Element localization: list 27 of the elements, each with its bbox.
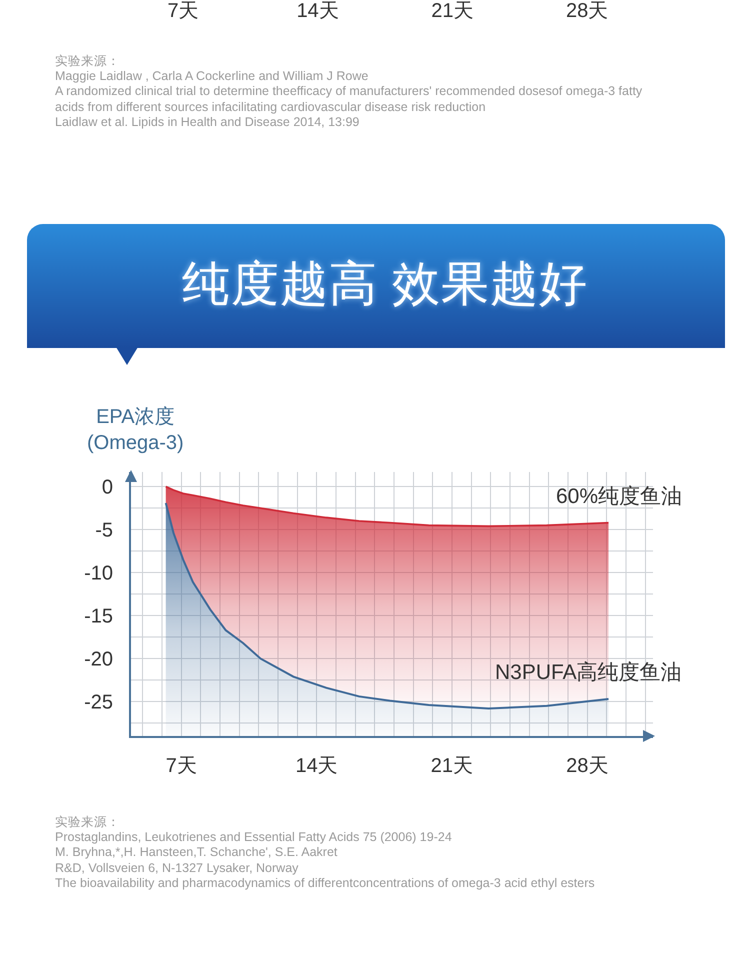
text: A randomized clinical trial to determine theefficacy of manufacturers' recommended dosesof omega-3 fatty acids from different sources infacilitating cardiovascular disease risk reduction [55,84,644,115]
text: R&D, Vollsveien 6, N-1327 Lysaker, Norway [55,860,300,876]
y-tick-label: -20 [84,648,113,671]
x-tick-label: 14天 [295,755,338,777]
y-tick-label: -25 [84,692,113,714]
text: 21天 [431,0,474,22]
text: Laidlaw et al. Lipids in Health and Disease 2014, 13:99 [55,114,360,130]
series-label: 60%纯度鱼油 [556,485,682,508]
y-tick-label: -15 [84,606,113,628]
text: 14天 [296,0,339,22]
y-tick-label: 0 [102,476,113,499]
y-tick-label: -5 [95,520,113,542]
text: M. Bryhna,*,H. Hansteen,T. Schanche', S.E. Aakret [55,845,338,861]
y-axis-title: EPA浓度 (Omega-3) [87,406,184,454]
text: Prostaglandins, Leukotrienes and Essential Fatty Acids 75 (2006) 19-24 [55,830,453,846]
text: 28天 [566,0,608,22]
text: 实验来源： [55,815,121,830]
series-label: N3PUFA高纯度鱼油 [495,661,682,684]
text: Maggie Laidlaw , Carla A Cockerline and William J Rowe [55,69,370,84]
y-tick-label: -10 [84,562,113,585]
x-tick-label: 21天 [430,755,474,777]
x-tick-label: 7天 [166,755,197,777]
text: 实验来源： [55,54,121,70]
text: 7天 [167,0,199,22]
x-tick-label: 28天 [566,755,608,777]
chart-title: 纯度越高 效果越好 [180,257,590,313]
text: The bioavailability and pharmacodynamics of differentconcentrations of omega-3 acid ethyl esters [55,876,596,892]
